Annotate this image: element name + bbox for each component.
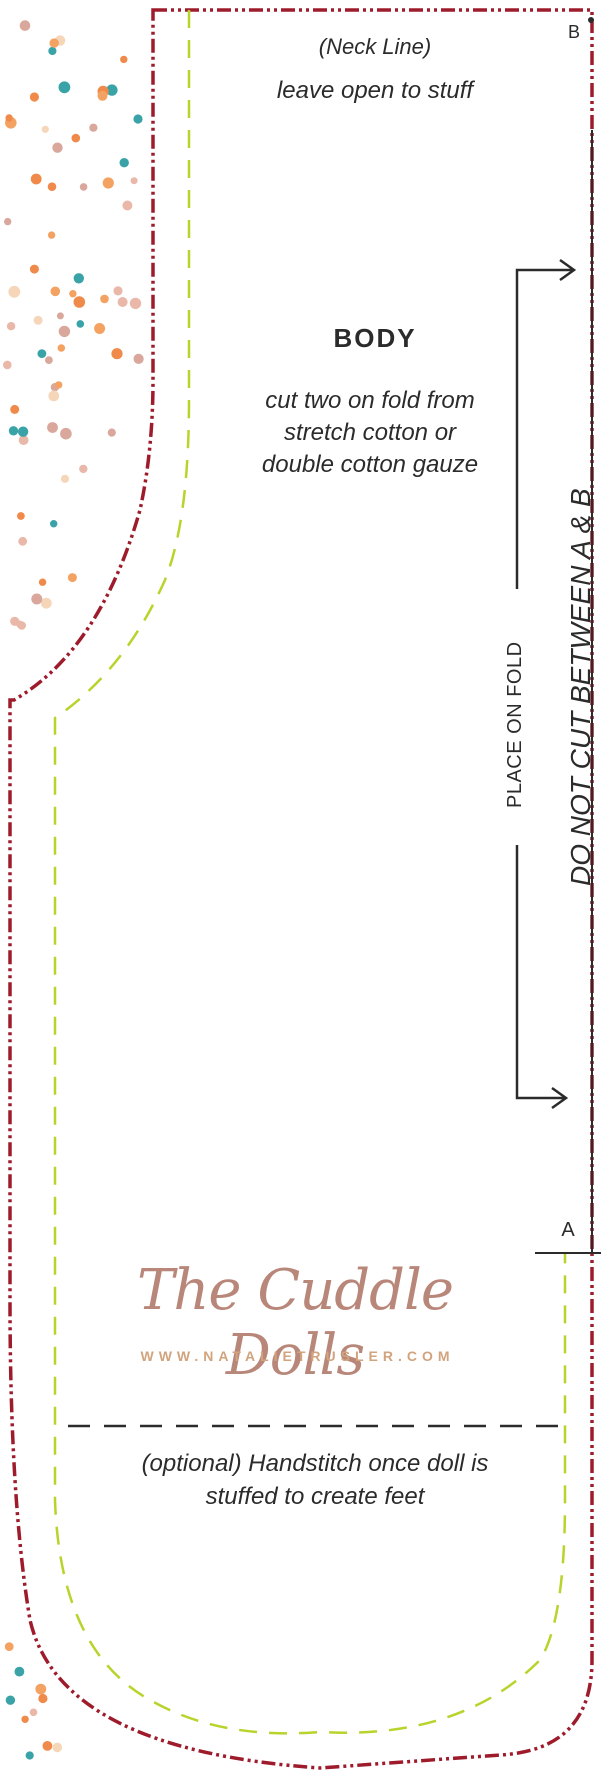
confetti-dot: [8, 426, 19, 436]
feet-handstitch-note: (optional) Handstitch once doll is stuff…: [141, 1450, 489, 1510]
confetti-dot: [79, 464, 88, 474]
confetti-dot: [48, 390, 60, 402]
confetti-dot: [119, 158, 129, 168]
confetti-dot: [113, 286, 123, 296]
confetti-dot: [69, 290, 77, 298]
confetti-dot: [38, 578, 47, 586]
confetti-dot: [48, 46, 57, 56]
place-on-fold-label: PLACE ON FOLD: [504, 641, 526, 808]
confetti-dot: [17, 512, 25, 520]
confetti-dot: [42, 1741, 53, 1751]
confetti-dot: [47, 182, 57, 191]
confetti-dot: [35, 1683, 47, 1695]
confetti-dot: [76, 320, 85, 328]
confetti-dot: [30, 173, 42, 185]
confetti-dot: [122, 200, 133, 211]
confetti-dot: [111, 348, 123, 360]
confetti-dot: [50, 286, 61, 297]
confetti-dot: [67, 573, 77, 583]
confetti-dot: [73, 296, 86, 308]
confetti-dot: [10, 404, 20, 414]
confetti-dot: [40, 597, 52, 609]
confetti-dot: [47, 422, 58, 433]
confetti-dot: [60, 474, 70, 483]
confetti-dot: [133, 114, 143, 124]
fold-arrow-top: [515, 258, 577, 589]
point-b-dot: [588, 17, 594, 23]
confetti-dot: [60, 427, 72, 440]
confetti-dot: [120, 55, 128, 64]
confetti-dot: [50, 520, 58, 528]
confetti-dot: [19, 20, 31, 31]
confetti-dot: [45, 356, 53, 364]
confetti-dot: [58, 81, 71, 94]
confetti-dot: [71, 133, 81, 143]
confetti-dot: [8, 285, 21, 298]
cut-line: [8, 8, 594, 1770]
seam-allowance-line: [53, 10, 567, 1735]
confetti-dot: [37, 349, 47, 358]
confetti-dot: [17, 621, 27, 630]
website-url: WWW.NATALIETRUSLER.COM: [140, 1348, 455, 1364]
confetti-dot: [29, 92, 39, 102]
confetti-dot: [33, 315, 43, 325]
fold-arrow-bottom: [515, 845, 569, 1110]
confetti-dot: [3, 217, 12, 226]
pattern-piece-title: BODY: [333, 323, 417, 353]
confetti-dot: [21, 1715, 29, 1724]
brand-logo: The Cuddle Dolls: [136, 1258, 454, 1388]
confetti-dot: [3, 360, 12, 370]
confetti-dot: [133, 353, 144, 364]
confetti-dot: [56, 312, 64, 320]
confetti-dot: [17, 426, 29, 437]
confetti-dot-pattern: [3, 20, 144, 1760]
confetti-dot: [52, 1742, 63, 1753]
confetti-dot: [38, 1693, 48, 1704]
confetti-dot: [89, 123, 98, 132]
confetti-dot: [94, 323, 106, 334]
confetti-dot: [97, 90, 108, 101]
confetti-dot: [58, 325, 71, 338]
confetti-dot: [29, 1708, 38, 1717]
confetti-dot: [107, 428, 116, 437]
confetti-dot: [6, 322, 16, 331]
do-not-cut-label: DO NOT CUT BETWEEN A & B: [565, 488, 596, 886]
confetti-dot: [52, 142, 63, 153]
confetti-dot: [18, 435, 29, 445]
confetti-dot: [41, 125, 49, 133]
neck-line-label: (Neck Line): [318, 34, 432, 59]
cut-instructions: cut two on fold from stretch cotton or d…: [261, 387, 479, 478]
marker-b-label: B: [567, 22, 580, 42]
neck-open-note: leave open to stuff: [276, 77, 474, 104]
confetti-dot: [49, 38, 59, 48]
confetti-dot: [5, 114, 13, 122]
confetti-dot: [106, 84, 118, 96]
confetti-dot: [79, 183, 88, 191]
confetti-dot: [55, 381, 63, 389]
confetti-dot: [130, 177, 138, 185]
confetti-dot: [117, 297, 128, 307]
marker-a-label: A: [561, 1219, 575, 1241]
confetti-dot: [18, 536, 28, 546]
confetti-dot: [4, 1642, 14, 1651]
confetti-dot: [5, 1695, 16, 1705]
confetti-dot: [57, 344, 66, 352]
confetti-dot: [14, 1666, 25, 1677]
confetti-dot: [73, 273, 85, 284]
confetti-dot: [129, 297, 142, 310]
confetti-dot: [100, 294, 109, 304]
confetti-dot: [47, 231, 56, 239]
confetti-dot: [25, 1751, 34, 1760]
confetti-dot: [29, 264, 39, 274]
confetti-dot: [31, 593, 43, 605]
confetti-dot: [102, 177, 114, 189]
